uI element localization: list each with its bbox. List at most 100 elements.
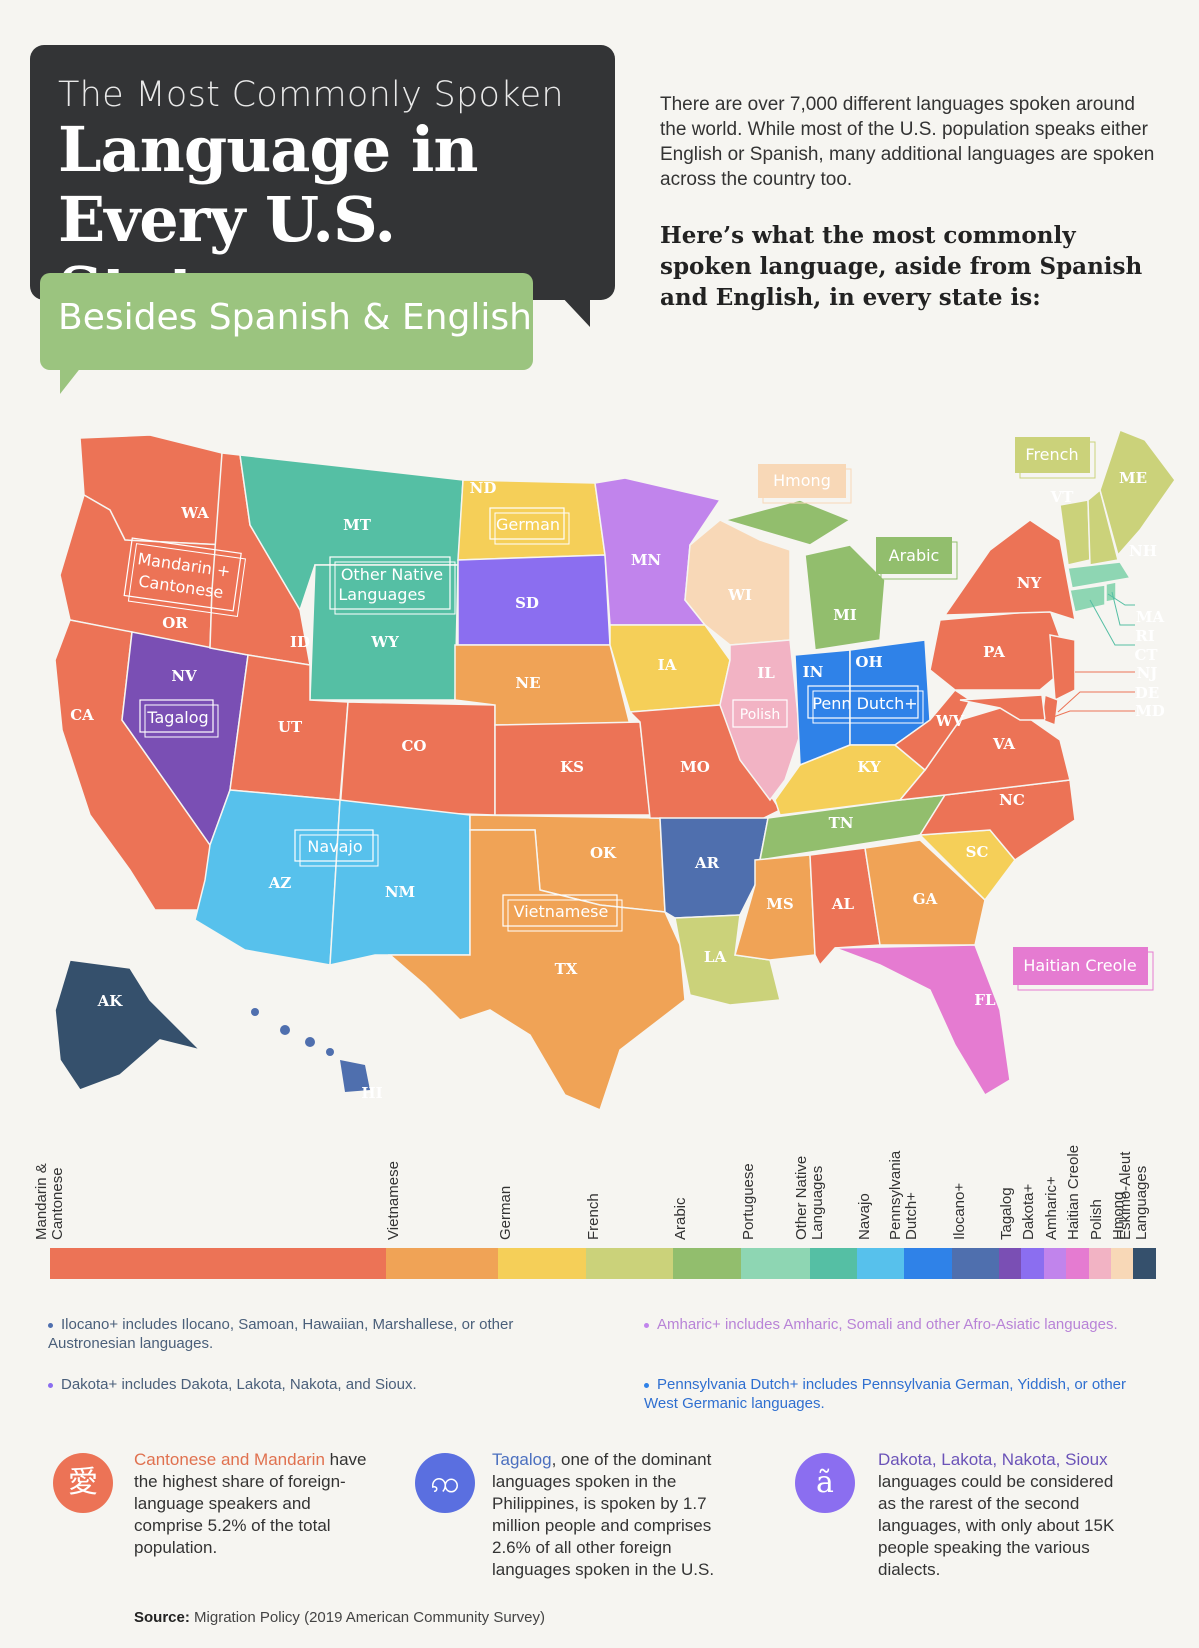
legend-swatch xyxy=(904,1248,952,1279)
fact-mandarin: Cantonese and Mandarin have the highest … xyxy=(134,1449,374,1559)
legend-swatch xyxy=(1133,1248,1156,1279)
state-ga xyxy=(864,839,986,946)
callout-polish-text: Polish xyxy=(740,707,780,723)
state-label-vt: VT xyxy=(1050,488,1075,506)
state-label-nd: ND xyxy=(470,479,497,497)
heart-character-icon: 愛 xyxy=(53,1453,113,1513)
legend-label: Haitian Creole xyxy=(1065,1144,1083,1240)
state-label-wa: WA xyxy=(180,504,209,522)
legend-label: Eskimo-Aleut Languages xyxy=(1116,1151,1150,1240)
callout-arabic-text: Arabic xyxy=(889,546,940,565)
legend-swatch xyxy=(1088,1248,1112,1279)
state-label-hi: HI xyxy=(361,1084,382,1102)
tagalog-script-icon: ꩡ xyxy=(415,1453,475,1513)
note-ilocano: Ilocano+ includes Ilocano, Samoan, Hawai… xyxy=(48,1315,588,1353)
state-ct xyxy=(1069,584,1106,613)
state-label-me: ME xyxy=(1119,469,1147,487)
callout-penn-dutch-text: Penn Dutch+ xyxy=(812,694,917,713)
legend-swatch xyxy=(809,1248,858,1279)
state-label-nc: NC xyxy=(999,791,1025,809)
note-penn-text: Pennsylvania Dutch+ includes Pennsylvani… xyxy=(644,1376,1127,1412)
northeast-leaders xyxy=(1044,591,1135,721)
state-label-wi: WI xyxy=(727,586,752,604)
callout-other-native: Other Native Languages xyxy=(329,556,456,615)
state-label-nh: NH xyxy=(1129,542,1157,560)
state-label-ia: IA xyxy=(658,656,677,674)
fact-tagalog: Tagalog, one of the dominant languages s… xyxy=(492,1449,737,1581)
svg-text:Other Native: Other Native xyxy=(341,565,443,584)
legend-label: Portuguese xyxy=(740,1163,758,1240)
state-label-ms: MS xyxy=(766,895,793,913)
state-label-mo: MO xyxy=(680,758,710,776)
state-label-la: LA xyxy=(704,948,727,966)
legend-label: Dakota+ xyxy=(1020,1183,1038,1240)
state-label-co: CO xyxy=(401,737,426,755)
state-il xyxy=(719,639,801,802)
callout-hmong-text: Hmong xyxy=(773,471,831,490)
legend-labels: Mandarin & Cantonese Vietnamese German Fren… xyxy=(0,1125,1199,1240)
state-label-ri: RI xyxy=(1135,627,1154,645)
legend-swatch xyxy=(1021,1248,1044,1279)
callout-penn-dutch: Penn Dutch+ xyxy=(807,685,924,724)
legend-swatch xyxy=(741,1248,810,1279)
state-la xyxy=(674,914,781,1006)
state-label-in: IN xyxy=(803,663,824,681)
state-label-md: MD xyxy=(1135,702,1165,720)
state-label-or: OR xyxy=(162,614,188,632)
state-vt xyxy=(1059,499,1091,566)
state-label-fl: FL xyxy=(974,991,996,1009)
state-label-wy: WY xyxy=(370,633,399,651)
state-label-pa: PA xyxy=(983,643,1005,661)
state-label-ok: OK xyxy=(590,844,617,862)
state-label-ks: KS xyxy=(560,758,584,776)
callout-vietnamese: Vietnamese xyxy=(502,894,623,932)
header-tail xyxy=(560,295,590,327)
callout-tagalog-text: Tagalog xyxy=(146,708,208,727)
subtitle-tail xyxy=(60,366,82,394)
fact-mandarin-highlight: Cantonese and Mandarin xyxy=(134,1450,325,1469)
legend-label: Arabic xyxy=(671,1197,689,1240)
legend-swatch xyxy=(857,1248,905,1279)
us-language-map: WA OR CA NV ID MT WY UT CO AZ NM ND SD NE KS OK TX MN IA MO… xyxy=(54,429,1176,1112)
state-label-ak: AK xyxy=(97,992,124,1010)
state-label-al: AL xyxy=(831,895,855,913)
state-nh xyxy=(1087,488,1119,566)
state-fl xyxy=(834,944,1011,1097)
intro-text: There are over 7,000 different languages… xyxy=(660,94,1155,190)
legend-label: Navajo xyxy=(856,1193,874,1240)
state-label-va: VA xyxy=(992,735,1015,753)
state-label-sc: SC xyxy=(966,843,989,861)
state-label-ma: MA xyxy=(1136,608,1165,626)
legend-bar xyxy=(50,1248,1156,1279)
state-label-ct: CT xyxy=(1134,646,1158,664)
legend-label: Amharic+ xyxy=(1042,1176,1060,1240)
note-dakota: Dakota+ includes Dakota, Lakota, Nakota,… xyxy=(48,1375,588,1394)
state-label-il: IL xyxy=(757,664,775,682)
source-text: Migration Policy (2019 American Communit… xyxy=(194,1609,545,1626)
state-co xyxy=(339,701,496,816)
callout-french: French xyxy=(1015,437,1096,479)
fact-tagalog-highlight: Tagalog xyxy=(492,1450,552,1469)
state-label-ar: AR xyxy=(694,854,720,872)
state-label-sd: SD xyxy=(515,594,539,612)
state-label-tn: TN xyxy=(829,814,854,832)
state-label-mi: MI xyxy=(833,606,857,624)
state-label-de: DE xyxy=(1135,684,1159,702)
legend-label: French xyxy=(584,1193,602,1240)
legend-swatch xyxy=(1066,1248,1089,1279)
state-label-nv: NV xyxy=(171,667,197,685)
fact-tagalog-text: , one of the dominant languages spoken i… xyxy=(492,1450,715,1579)
state-label-ga: GA xyxy=(913,890,938,908)
callout-navajo: Navajo xyxy=(294,829,379,867)
state-label-ny: NY xyxy=(1017,574,1042,592)
legend-swatch xyxy=(672,1248,742,1279)
fact-dakota: Dakota, Lakota, Nakota, Sioux languages … xyxy=(878,1449,1123,1581)
state-label-nm: NM xyxy=(385,883,415,901)
legend-swatch xyxy=(50,1248,387,1279)
state-ri xyxy=(1105,581,1117,603)
state-label-wv: WV xyxy=(935,712,965,730)
fact-dakota-highlight: Dakota, Lakota, Nakota, Sioux xyxy=(878,1450,1108,1469)
state-label-az: AZ xyxy=(268,874,292,892)
callout-haitian: Haitian Creole xyxy=(1013,947,1154,991)
title-light: The Most Commonly Spoken xyxy=(58,75,564,115)
